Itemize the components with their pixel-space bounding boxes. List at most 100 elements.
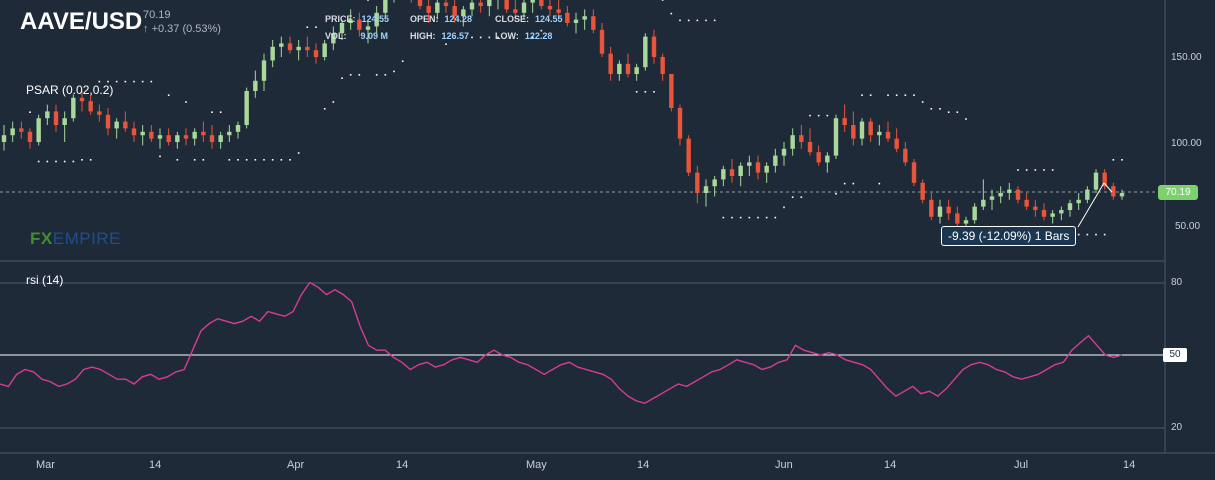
psar-dot	[1077, 233, 1080, 236]
psar-dot	[254, 159, 257, 161]
candle	[530, 0, 535, 13]
psar-dot	[63, 160, 66, 163]
candle	[487, 0, 492, 17]
psar-dot	[185, 101, 187, 103]
candle	[859, 118, 865, 146]
candle	[591, 9, 596, 34]
psar-dot	[791, 196, 794, 198]
candle	[313, 43, 319, 64]
psar-dot	[661, 0, 664, 1]
psar-dot	[211, 111, 213, 113]
psar-dot	[497, 36, 499, 39]
candle	[790, 128, 795, 156]
candle	[88, 94, 93, 115]
candle	[1041, 203, 1047, 221]
ohlc-price-label: PRICE:	[325, 14, 356, 24]
psar-dot	[29, 111, 31, 113]
psar-dot	[263, 159, 265, 161]
psar-dot	[696, 19, 699, 22]
psar-dot	[852, 182, 855, 185]
candle	[513, 0, 518, 20]
price-tick-50: 50.00	[1175, 221, 1201, 232]
candle	[19, 121, 24, 139]
psar-dot	[835, 193, 837, 195]
rsi-50-badge: 50	[1163, 348, 1187, 362]
candle	[79, 91, 85, 112]
candle	[253, 70, 258, 98]
candle	[123, 111, 128, 132]
candle	[1007, 182, 1012, 200]
candle	[322, 40, 327, 61]
candle	[36, 114, 41, 146]
fxempire-logo: FXEMPIRE	[30, 229, 121, 249]
candle	[157, 128, 163, 149]
candle	[920, 179, 925, 204]
candle	[729, 159, 735, 183]
candle	[738, 162, 743, 187]
psar-dot	[939, 108, 941, 110]
psar-dots	[29, 0, 1123, 246]
candle	[339, 19, 345, 40]
candle	[998, 186, 1003, 204]
price-change: ↑ +0.37 (0.53%)	[143, 23, 221, 35]
candle	[799, 125, 804, 149]
psar-dot	[332, 101, 335, 103]
candle	[131, 121, 137, 142]
candle	[62, 111, 67, 142]
candle	[842, 104, 847, 132]
ohlc-low: LOW: 122.28	[495, 31, 552, 41]
psar-dot	[193, 159, 196, 161]
candle	[1067, 199, 1073, 217]
psar-dot	[635, 91, 638, 93]
psar-dot	[323, 108, 326, 110]
psar-dot	[479, 36, 482, 39]
x-tick-jun-14: 14	[884, 459, 897, 471]
candle	[227, 125, 232, 142]
psar-dot	[956, 111, 959, 113]
callout-pointer	[1077, 182, 1105, 228]
candle	[1059, 206, 1064, 221]
psar-dot	[921, 101, 924, 103]
psar-dot	[895, 94, 898, 96]
x-tick-may-14: 14	[637, 459, 650, 471]
psar-dot	[965, 118, 967, 120]
psar-dot	[107, 80, 109, 83]
psar-dot	[237, 159, 239, 161]
candle	[539, 0, 544, 10]
price-change-value: +0.37 (0.53%)	[151, 23, 221, 35]
rsi-tick-80: 80	[1171, 277, 1183, 288]
rsi-series-line	[0, 281, 1123, 405]
psar-dot	[913, 94, 915, 96]
ohlc-low-value: 122.28	[524, 31, 553, 41]
candle	[1085, 186, 1090, 204]
psar-dot	[826, 114, 829, 117]
psar-dot	[358, 74, 361, 76]
psar-dot	[783, 206, 785, 209]
psar-dot	[133, 80, 135, 83]
candle	[1076, 193, 1081, 210]
psar-dot	[488, 36, 491, 39]
psar-dot	[540, 29, 543, 32]
psar-dot	[861, 94, 863, 96]
callout-pointer-2	[1103, 182, 1113, 193]
candle	[270, 40, 275, 68]
candle	[955, 206, 960, 227]
candle	[1, 125, 7, 151]
candle	[10, 121, 15, 142]
ohlc-close-value: 124.55	[535, 14, 563, 24]
candle	[712, 176, 717, 197]
psar-dot	[202, 159, 205, 161]
candle	[175, 131, 180, 149]
candle	[1119, 189, 1125, 200]
psar-dot	[55, 160, 57, 163]
candle	[235, 121, 241, 139]
ohlc-open-value: 124.28	[444, 14, 473, 24]
candle	[816, 145, 821, 166]
psar-dot	[81, 159, 83, 161]
psar-dot	[471, 36, 473, 39]
psar-dot	[384, 74, 387, 76]
psar-dot	[904, 94, 907, 96]
x-tick-jul-14: 14	[1123, 459, 1136, 471]
psar-dot	[341, 77, 343, 79]
